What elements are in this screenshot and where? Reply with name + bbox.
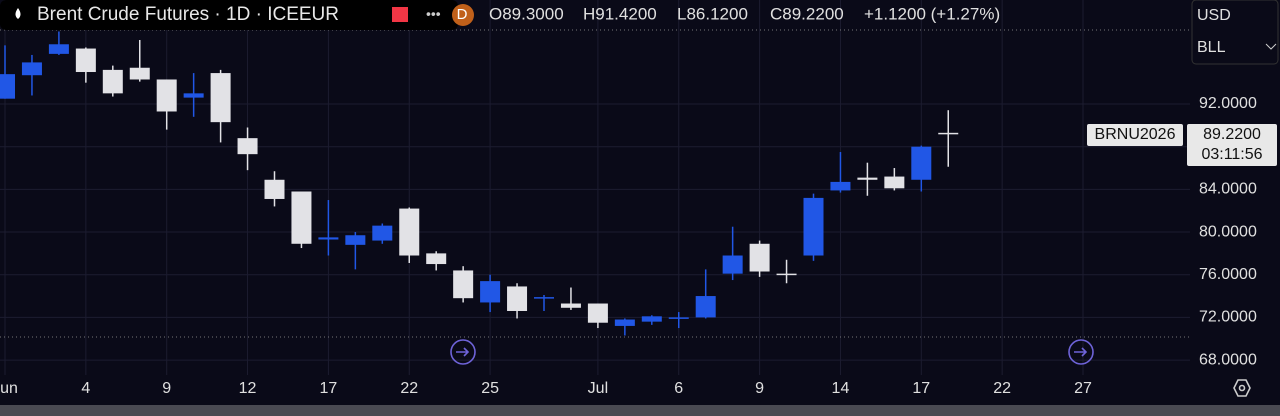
drop-icon: [15, 8, 21, 19]
event-icon[interactable]: [450, 339, 476, 365]
x-tick-label: 4: [81, 380, 90, 397]
ohlc-high: H91.4200: [583, 4, 657, 23]
ohlc-low: L86.1200: [677, 4, 748, 23]
more-icon[interactable]: •••: [426, 6, 441, 22]
legend-box: [0, 0, 458, 30]
event-icon[interactable]: [1068, 339, 1094, 365]
body: [291, 191, 312, 244]
chart-title: Brent Crude Futures · 1D · ICEEUR: [37, 4, 339, 25]
x-tick-label: 25: [481, 380, 499, 397]
body: [21, 62, 42, 76]
x-tick-label: 22: [400, 380, 418, 397]
price-tag: [1187, 124, 1277, 166]
body: [587, 303, 608, 323]
body: [857, 177, 878, 180]
body: [749, 243, 770, 272]
y-tick-label: 80.0000: [1199, 223, 1257, 240]
change: +1.1200 (+1.27%): [864, 4, 1000, 23]
body: [776, 273, 797, 276]
body: [372, 225, 393, 241]
body: [614, 319, 635, 326]
x-axis: Jun 4 9 12 17 22 25 Jul 6 9 14 17 22 27: [0, 380, 1092, 397]
bottom-bar: [0, 405, 1280, 416]
body: [480, 281, 501, 303]
currency[interactable]: USD: [1197, 7, 1231, 24]
y-tick-label: 84.0000: [1199, 181, 1257, 198]
body: [534, 297, 554, 299]
body: [426, 253, 447, 265]
body: [695, 296, 716, 318]
x-tick-label: 14: [832, 380, 850, 397]
body: [75, 48, 96, 73]
body: [183, 93, 204, 98]
body: [507, 286, 528, 311]
body: [911, 146, 932, 180]
y-tick-label: 68.0000: [1199, 351, 1257, 368]
symbol-tag-text: BRNU2026: [1095, 126, 1176, 143]
flag-icon[interactable]: [392, 7, 408, 22]
body: [803, 197, 824, 256]
body: [668, 317, 689, 319]
body: [156, 79, 177, 112]
x-tick-label: 9: [755, 380, 764, 397]
x-tick-label: 12: [239, 380, 257, 397]
chevron: [1265, 43, 1277, 50]
y-tick-label: 72.0000: [1199, 309, 1257, 326]
unit[interactable]: BLL: [1197, 39, 1226, 56]
y-tick-label: 92.0000: [1199, 95, 1257, 112]
body: [560, 303, 581, 308]
unit-box[interactable]: [1191, 0, 1279, 65]
body: [237, 138, 258, 155]
body: [399, 208, 420, 256]
body: [48, 44, 69, 54]
symbol-tag: [1087, 124, 1183, 146]
ohlc-close: C89.2200: [770, 4, 844, 23]
body: [722, 255, 743, 274]
price-tag-price: 89.2200: [1203, 126, 1261, 143]
candles: [0, 31, 959, 336]
x-tick-label: 9: [162, 380, 171, 397]
badge-text: D: [457, 6, 468, 23]
body: [102, 69, 123, 94]
x-tick-label: 17: [912, 380, 930, 397]
body: [0, 74, 15, 99]
body: [318, 237, 339, 240]
price-axis: [1190, 0, 1280, 405]
body: [938, 132, 959, 135]
body: [129, 67, 150, 80]
x-tick-label: Jun: [0, 380, 18, 397]
body: [210, 73, 231, 123]
body: [453, 270, 474, 299]
x-tick-label: 22: [993, 380, 1011, 397]
y-tick-label: 76.0000: [1199, 266, 1257, 283]
x-tick-label: 27: [1074, 380, 1092, 397]
settings-icon[interactable]: [1233, 379, 1251, 397]
body: [884, 176, 905, 189]
badge: [452, 4, 474, 26]
x-tick-label: Jul: [588, 380, 608, 397]
body: [264, 179, 285, 199]
ohlc-open: O89.3000: [489, 4, 564, 23]
x-tick-label: 6: [674, 380, 683, 397]
price-tag-countdown: 03:11:56: [1201, 146, 1262, 163]
x-tick-label: 17: [320, 380, 338, 397]
body: [641, 316, 662, 322]
body: [345, 235, 366, 245]
body: [830, 181, 851, 191]
